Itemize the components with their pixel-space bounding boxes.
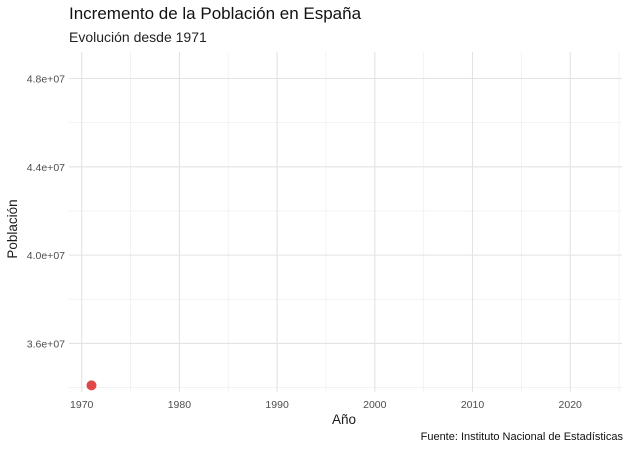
chart-subtitle: Evolución desde 1971 (69, 29, 207, 45)
grid-lines (69, 52, 622, 392)
chart-caption: Fuente: Instituto Nacional de Estadístic… (420, 431, 623, 443)
x-tick-label: 2020 (559, 399, 583, 411)
x-tick-label: 2000 (363, 399, 387, 411)
y-tick-label: 3.6e+07 (27, 338, 65, 350)
y-tick-label: 4.8e+07 (27, 73, 65, 85)
x-axis-title: Año (332, 412, 356, 427)
chart-title: Incremento de la Población en España (69, 4, 362, 23)
x-tick-label: 1990 (265, 399, 289, 411)
y-tick-label: 4.4e+07 (27, 162, 65, 174)
x-axis-ticks: 1970 1980 1990 2000 2010 2020 (70, 399, 582, 411)
data-point (86, 380, 97, 391)
data-points (86, 380, 97, 391)
y-axis-title: Población (5, 199, 20, 258)
x-tick-label: 1970 (70, 399, 94, 411)
y-axis-ticks: 3.6e+07 4.0e+07 4.4e+07 4.8e+07 (27, 73, 65, 350)
y-tick-label: 4.0e+07 (27, 250, 65, 262)
x-tick-label: 1980 (168, 399, 192, 411)
x-tick-label: 2010 (461, 399, 485, 411)
